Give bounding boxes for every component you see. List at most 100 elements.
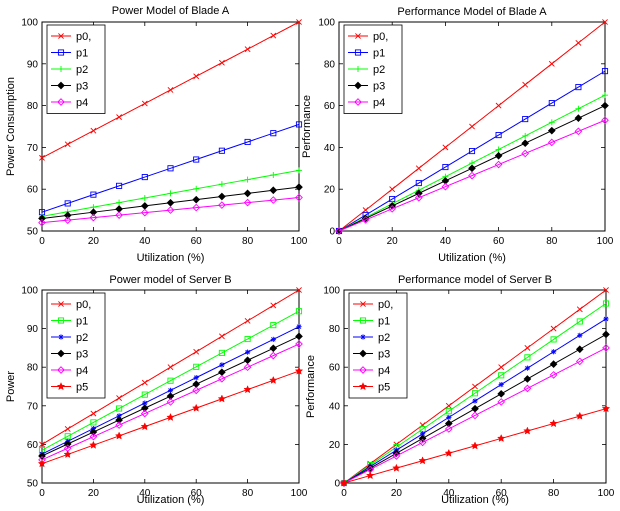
data-point: [548, 60, 555, 67]
data-point: [524, 365, 530, 371]
data-point: [218, 147, 225, 154]
data-point: [243, 189, 252, 198]
y-tick-label: 40: [324, 143, 336, 154]
data-point: [574, 114, 583, 122]
data-point: [295, 183, 303, 191]
data-point: [166, 398, 175, 406]
data-point: [498, 364, 505, 371]
legend-label: p1: [373, 48, 385, 60]
legend-label: p3: [76, 81, 88, 93]
legend-entry: p1: [51, 48, 88, 60]
data-point: [574, 127, 583, 136]
data-point: [497, 398, 506, 406]
data-point: [575, 39, 582, 46]
data-point: [523, 384, 532, 393]
legend-label: p5: [378, 382, 390, 394]
data-point: [471, 411, 479, 420]
x-tick-label: 0: [39, 236, 45, 247]
x-tick-label: 0: [336, 236, 342, 247]
x-axis-label: Utilization (%): [438, 252, 506, 264]
x-axis-label: Utilization (%): [441, 494, 509, 506]
data-point: [269, 344, 278, 353]
data-point: [116, 114, 123, 121]
data-point: [361, 216, 370, 224]
data-point: [218, 192, 226, 201]
data-point: [141, 194, 148, 201]
data-point: [603, 316, 609, 322]
data-point: [601, 68, 609, 75]
legend-label: p0,: [378, 299, 393, 311]
data-point: [193, 348, 200, 355]
y-tick-label: 50: [27, 227, 39, 238]
series-p5: [339, 404, 611, 487]
data-point: [575, 105, 582, 112]
legend-entry: p3: [353, 349, 390, 361]
data-point: [218, 59, 225, 66]
y-tick-label: 60: [329, 363, 341, 374]
x-tick-label: 20: [88, 488, 100, 499]
legend-label: p4: [373, 97, 385, 109]
data-point: [414, 193, 423, 202]
data-point: [38, 452, 46, 460]
data-point: [365, 471, 375, 480]
data-point: [269, 186, 278, 195]
legend-swatch-marker: [58, 334, 64, 340]
data-point: [116, 413, 122, 419]
data-point: [470, 441, 480, 450]
data-point: [389, 186, 396, 193]
legend-entry: p0,: [51, 299, 91, 311]
data-point: [575, 357, 584, 366]
data-point: [193, 156, 200, 163]
data-point: [218, 374, 226, 383]
legend-entry: p4: [51, 97, 88, 109]
legend-entry: p2: [51, 332, 88, 344]
data-point: [524, 354, 531, 361]
data-point: [269, 375, 278, 384]
x-tick-label: 100: [597, 236, 614, 247]
data-point: [243, 385, 252, 394]
legend-entry: p3: [51, 81, 88, 93]
chart-title: Power Model of Blade A: [112, 5, 230, 17]
x-tick-label: 60: [191, 488, 203, 499]
data-point: [114, 431, 124, 440]
data-point: [191, 403, 201, 412]
legend: p0, p1 p2 p3 p4: [46, 24, 106, 114]
data-point: [167, 387, 174, 393]
y-tick-label: 20: [329, 440, 341, 451]
x-axis-label: Utilization (%): [137, 494, 205, 506]
data-point: [575, 411, 585, 420]
data-point: [603, 287, 609, 293]
data-point: [115, 211, 123, 219]
y-tick-label: 60: [324, 101, 336, 112]
data-point: [445, 408, 452, 415]
legend-swatch-marker: [56, 382, 66, 391]
data-point: [296, 167, 302, 174]
data-point: [576, 318, 583, 325]
y-axis-label: Power: [5, 371, 17, 403]
data-point: [39, 154, 45, 161]
legend-swatch-marker: [360, 334, 366, 340]
data-point: [38, 214, 46, 223]
legend-swatch-marker: [57, 81, 65, 90]
data-point: [270, 302, 277, 309]
legend-entry: p4: [348, 97, 385, 109]
chart-power-model-server-b: Power model of Server B Utilization (%) …: [5, 274, 308, 506]
legend-entry: p0,: [348, 31, 388, 43]
data-point: [575, 84, 582, 91]
data-point: [521, 139, 530, 148]
data-point: [243, 363, 252, 372]
data-point: [244, 317, 251, 324]
data-point: [521, 149, 530, 158]
series-line: [41, 310, 300, 451]
data-point: [217, 394, 227, 403]
data-point: [472, 383, 478, 390]
y-tick-label: 80: [27, 363, 39, 374]
data-point: [414, 189, 423, 198]
x-tick-label: 20: [391, 488, 403, 499]
y-axis-label: Performance: [305, 355, 317, 418]
legend-swatch-marker: [58, 301, 64, 307]
series-p3: [335, 101, 609, 235]
legend-swatch-marker: [57, 317, 65, 324]
data-point: [339, 478, 349, 487]
data-point: [243, 198, 252, 207]
